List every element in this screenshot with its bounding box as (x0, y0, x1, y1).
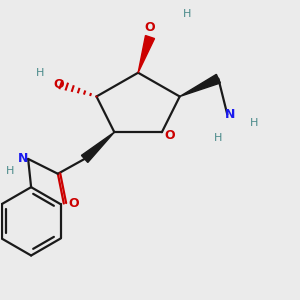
Text: H: H (6, 166, 14, 176)
Polygon shape (138, 36, 154, 73)
Text: O: O (145, 21, 155, 34)
Text: O: O (68, 197, 79, 210)
Text: O: O (53, 78, 64, 91)
Text: O: O (164, 129, 175, 142)
Text: H: H (250, 118, 258, 128)
Text: H: H (214, 133, 223, 143)
Text: H: H (183, 9, 191, 19)
Text: H: H (36, 68, 44, 78)
Polygon shape (180, 74, 220, 97)
Text: N: N (225, 108, 236, 121)
Polygon shape (81, 132, 114, 163)
Text: N: N (18, 152, 28, 165)
